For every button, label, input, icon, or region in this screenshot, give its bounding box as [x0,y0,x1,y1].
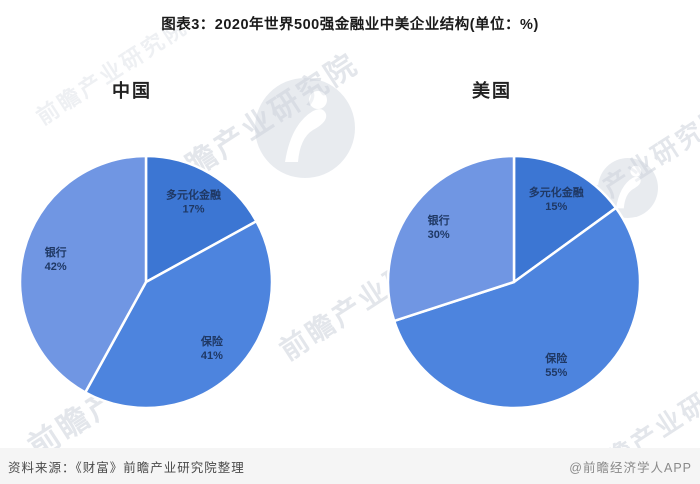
pie-slice-label: 保险 55% [544,351,568,379]
pie-slice [18,154,148,394]
source-note: 资料来源：《财富》前瞻产业研究院整理 [8,460,245,475]
chart-title-china: 中国 [112,81,152,101]
pie-slice-label: 银行 42% [45,245,67,273]
pie-slice [512,154,618,284]
page-title: 图表3：2020年世界500强金融业中美企业结构(单位：%) [161,17,539,33]
pie-slice [144,154,258,284]
pie-slice-label: 保险 41% [200,334,224,362]
pie-slice-label: 多元化金融 17% [166,188,221,216]
pie-chart-us: 多元化金融 15% 保险 55% 银行 30% [386,154,642,410]
credit-note: @前瞻经济学人APP [569,460,692,475]
pie-slice-label: 银行 30% [428,213,450,241]
footer: 资料来源：《财富》前瞻产业研究院整理 @前瞻经济学人APP [0,448,700,484]
pie-slice [84,220,274,410]
chart-title-us: 美国 [472,81,512,101]
pie-chart-china: 多元化金融 17% 保险 41% 银行 42% [18,154,274,410]
pie-slice-label: 多元化金融 15% [529,185,584,213]
pie-slice [392,206,642,410]
pie-slice [386,154,516,323]
